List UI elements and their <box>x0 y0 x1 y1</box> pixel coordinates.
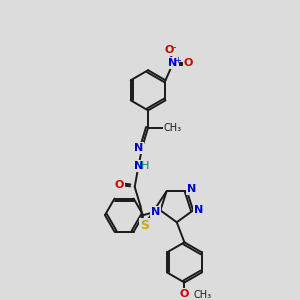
Text: O: O <box>165 45 174 55</box>
Text: +: + <box>175 56 181 65</box>
Text: O: O <box>180 289 189 299</box>
Text: CH₃: CH₃ <box>164 123 182 133</box>
Text: N: N <box>169 58 178 68</box>
Text: N: N <box>134 161 143 171</box>
Text: N: N <box>134 143 143 153</box>
Text: N: N <box>194 206 203 215</box>
Text: O: O <box>184 58 193 68</box>
Text: -: - <box>172 42 176 52</box>
Text: CH₃: CH₃ <box>193 290 211 300</box>
Text: H: H <box>141 161 149 171</box>
Text: N: N <box>151 207 160 217</box>
Text: O: O <box>115 180 124 190</box>
Text: N: N <box>187 184 196 194</box>
Text: S: S <box>140 219 149 232</box>
